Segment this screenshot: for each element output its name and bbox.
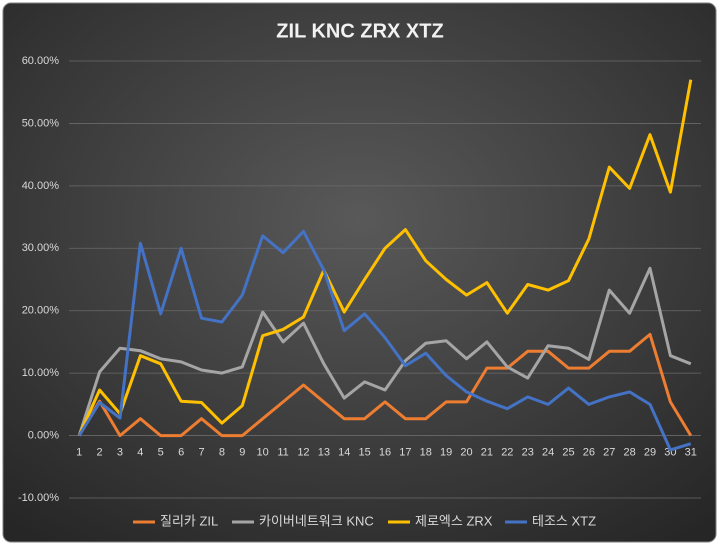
series-line bbox=[77, 229, 692, 452]
x-tick-label: 16 bbox=[379, 446, 391, 458]
x-tick-label: 23 bbox=[522, 446, 534, 458]
x-tick-label: 20 bbox=[460, 446, 472, 458]
y-tick-label: 10.00% bbox=[22, 367, 60, 379]
x-tick-label: 10 bbox=[257, 446, 269, 458]
y-tick-label: -10.00% bbox=[18, 492, 59, 504]
x-tick-label: 29 bbox=[644, 446, 656, 458]
x-tick-label: 25 bbox=[562, 446, 574, 458]
legend-label: 테조스 XTZ bbox=[532, 513, 596, 528]
series-line bbox=[77, 332, 693, 438]
x-tick-label: 12 bbox=[297, 446, 309, 458]
x-tick-label: 9 bbox=[239, 446, 245, 458]
y-tick-label: 60.00% bbox=[22, 55, 60, 67]
series-line bbox=[77, 266, 692, 437]
x-tick-label: 19 bbox=[440, 446, 452, 458]
x-tick-label: 14 bbox=[338, 446, 350, 458]
x-tick-label: 26 bbox=[583, 446, 595, 458]
x-tick-label: 22 bbox=[501, 446, 513, 458]
x-tick-label: 8 bbox=[219, 446, 225, 458]
x-tick-label: 6 bbox=[178, 446, 184, 458]
series-line bbox=[77, 79, 693, 437]
x-tick-label: 5 bbox=[158, 446, 164, 458]
legend-label: 질리카 ZIL bbox=[160, 513, 218, 528]
x-tick-label: 1 bbox=[76, 446, 82, 458]
x-tick-label: 18 bbox=[420, 446, 432, 458]
y-tick-label: 0.00% bbox=[28, 429, 59, 441]
x-tick-label: 17 bbox=[399, 446, 411, 458]
x-tick-label: 11 bbox=[277, 446, 288, 458]
x-tick-label: 3 bbox=[117, 446, 123, 458]
legend-label: 카이버네트워크 KNC bbox=[259, 513, 374, 528]
x-tick-label: 13 bbox=[318, 446, 330, 458]
y-tick-label: 50.00% bbox=[22, 117, 60, 129]
x-tick-label: 28 bbox=[624, 446, 636, 458]
x-tick-label: 27 bbox=[603, 446, 615, 458]
x-tick-label: 21 bbox=[481, 446, 493, 458]
y-tick-label: 40.00% bbox=[22, 180, 60, 192]
chart-title: ZIL KNC ZRX XTZ bbox=[276, 20, 443, 42]
y-tick-label: 20.00% bbox=[22, 305, 60, 317]
legend-label: 제로엑스 ZRX bbox=[415, 513, 493, 528]
x-tick-label: 31 bbox=[685, 446, 697, 458]
x-tick-label: 2 bbox=[97, 446, 103, 458]
y-tick-label: 30.00% bbox=[22, 242, 60, 254]
x-tick-label: 15 bbox=[358, 446, 370, 458]
x-tick-label: 24 bbox=[542, 446, 554, 458]
x-tick-label: 7 bbox=[198, 446, 204, 458]
x-tick-label: 4 bbox=[137, 446, 143, 458]
